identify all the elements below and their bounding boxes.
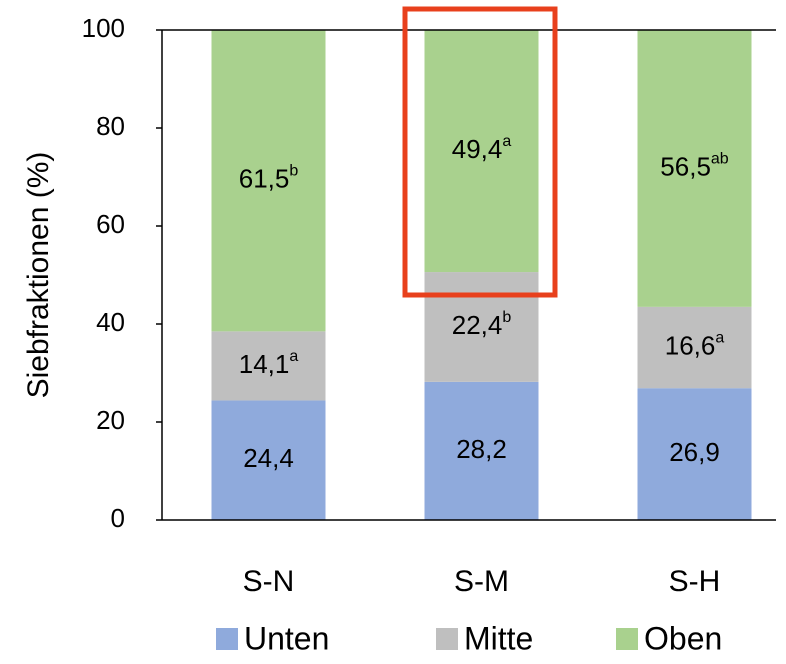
y-tick-label: 20 — [96, 405, 125, 435]
y-tick-label: 40 — [96, 307, 125, 337]
data-label: 22,4b — [452, 309, 512, 340]
legend-swatch — [436, 628, 458, 650]
data-label: 28,2 — [456, 434, 507, 464]
data-label-value: 24,4 — [243, 443, 294, 473]
data-label: 61,5b — [239, 163, 299, 194]
y-tick-label: 80 — [96, 111, 125, 141]
bar-segment — [211, 30, 326, 332]
legend-label: Unten — [244, 620, 329, 656]
data-label: 56,5ab — [660, 151, 729, 182]
legend-swatch — [616, 628, 638, 650]
data-label-value: 26,9 — [669, 437, 720, 467]
data-label-value: 22,4 — [452, 310, 503, 340]
data-label: 24,4 — [243, 443, 294, 473]
data-label-value: 16,6 — [665, 330, 716, 360]
data-label-letter: a — [715, 330, 724, 347]
bar-segment — [424, 381, 539, 520]
bar-segment — [637, 388, 752, 520]
data-label: 26,9 — [669, 437, 720, 467]
bar-segment — [424, 30, 539, 273]
data-label-value: 49,4 — [452, 134, 503, 164]
y-tick-label: 0 — [111, 503, 125, 533]
bar-segment — [637, 30, 752, 307]
data-label-letter: a — [289, 348, 298, 365]
bar-segment — [637, 306, 752, 389]
x-tick-label: S-N — [243, 565, 295, 598]
data-label-value: 28,2 — [456, 434, 507, 464]
data-label-letter: b — [289, 163, 298, 180]
data-label-letter: ab — [711, 151, 729, 168]
data-label-value: 14,1 — [239, 349, 290, 379]
bar-segment — [424, 272, 539, 382]
bar-segment — [211, 400, 326, 520]
legend-label: Mitte — [464, 620, 533, 656]
highlight-box — [402, 6, 558, 298]
data-label: 16,6a — [665, 330, 725, 361]
data-label: 14,1a — [239, 348, 299, 379]
x-tick-label: S-H — [669, 565, 721, 598]
data-label: 49,4a — [452, 133, 512, 164]
data-label-letter: a — [502, 133, 511, 150]
y-axis-label: Siebfraktionen (%) — [22, 152, 55, 399]
bar-segment — [211, 331, 326, 401]
legend-swatch — [216, 628, 238, 650]
y-tick-label: 100 — [82, 13, 125, 43]
data-label-letter: b — [502, 309, 511, 326]
data-label-value: 56,5 — [660, 151, 711, 181]
legend-label: Oben — [644, 620, 722, 656]
x-tick-label: S-M — [454, 565, 509, 598]
data-label-value: 61,5 — [239, 164, 290, 194]
y-tick-label: 60 — [96, 209, 125, 239]
